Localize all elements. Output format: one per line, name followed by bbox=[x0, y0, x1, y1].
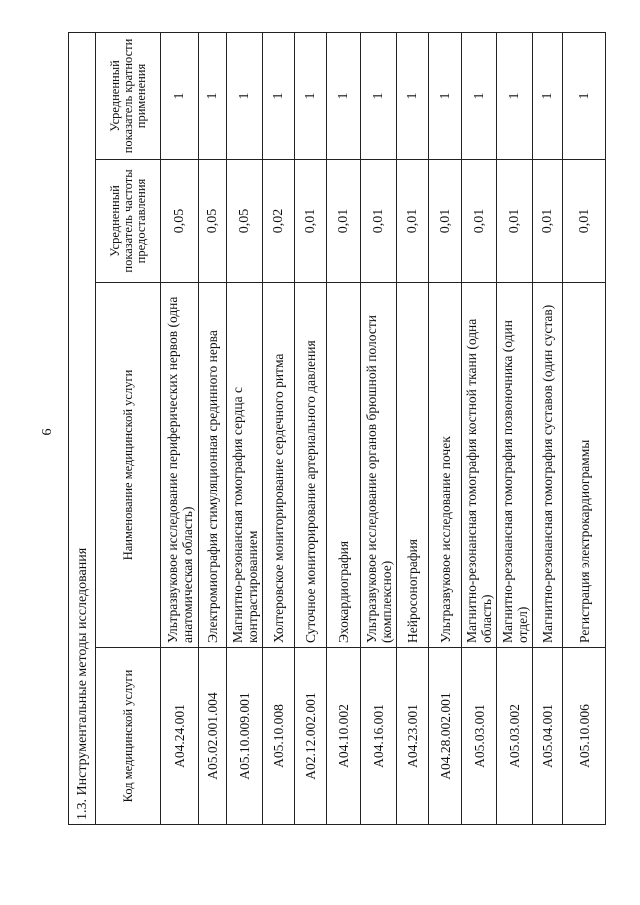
cell-name: Ультразвуковое исследование почек bbox=[428, 282, 462, 648]
cell-code: A02.12.002.001 bbox=[294, 647, 327, 825]
page-number: 6 bbox=[40, 428, 55, 436]
cell-frequency: 0,01 bbox=[428, 159, 462, 283]
cell-code: A05.04.001 bbox=[532, 647, 563, 825]
cell-name: Магнитно-резонансная томография костной … bbox=[461, 282, 497, 648]
cell-frequency: 0,01 bbox=[562, 159, 606, 283]
cell-name: Магнитно-резонансная томография позвоноч… bbox=[496, 282, 533, 648]
table-row: A05.03.002 Магнитно-резонансная томографи… bbox=[496, 32, 533, 825]
cell-name: Электромиография стимуляционная срединно… bbox=[198, 282, 227, 648]
header-row: Код медицинской услуги Наименование меди… bbox=[95, 32, 161, 825]
table-row: A05.04.001 Магнитно-резонансная томографи… bbox=[532, 32, 563, 825]
cell-name: Магнитно-резонансная томография суставов… bbox=[532, 282, 563, 648]
cell-code: A04.28.002.001 bbox=[428, 647, 462, 825]
header-code: Код медицинской услуги bbox=[95, 647, 161, 825]
table-row: A05.10.008 Холтеровское мониторирование с… bbox=[262, 32, 295, 825]
cell-multiplicity: 1 bbox=[360, 32, 397, 160]
cell-frequency: 0,01 bbox=[532, 159, 563, 283]
cell-name: Нейросонография bbox=[396, 282, 429, 648]
header-multiplicity: Усредненный показатель кратности примене… bbox=[95, 32, 161, 160]
cell-code: A05.10.008 bbox=[262, 647, 295, 825]
cell-code: A05.10.006 bbox=[562, 647, 606, 825]
cell-frequency: 0,05 bbox=[160, 159, 199, 283]
cell-multiplicity: 1 bbox=[428, 32, 462, 160]
section-title: 1.3. Инструментальные методы исследовани… bbox=[68, 32, 96, 825]
section-title-row: 1.3. Инструментальные методы исследовани… bbox=[68, 32, 96, 825]
cell-frequency: 0,01 bbox=[294, 159, 327, 283]
cell-frequency: 0,05 bbox=[226, 159, 263, 283]
cell-name: Магнитно-резонансная томография сердца с… bbox=[226, 282, 263, 648]
cell-frequency: 0,01 bbox=[360, 159, 397, 283]
cell-code: A04.16.001 bbox=[360, 647, 397, 825]
table-row: A04.24.001 Ультразвуковое исследование пе… bbox=[160, 32, 199, 825]
cell-code: A05.02.001.004 bbox=[198, 647, 227, 825]
table-row: A02.12.002.001 Суточное мониторирование а… bbox=[294, 32, 327, 825]
rotated-page-content: 1.3. Инструментальные методы исследовани… bbox=[68, 32, 608, 825]
cell-frequency: 0,01 bbox=[326, 159, 361, 283]
table-row: A04.28.002.001 Ультразвуковое исследовани… bbox=[428, 32, 462, 825]
cell-code: A05.10.009.001 bbox=[226, 647, 263, 825]
cell-multiplicity: 1 bbox=[198, 32, 227, 160]
cell-frequency: 0,02 bbox=[262, 159, 295, 283]
table-row: A05.02.001.004 Электромиография стимуляци… bbox=[198, 32, 227, 825]
cell-multiplicity: 1 bbox=[326, 32, 361, 160]
cell-name: Ультразвуковое исследование органов брюш… bbox=[360, 282, 397, 648]
table-row: A05.03.001 Магнитно-резонансная томографи… bbox=[461, 32, 497, 825]
table-row: A05.10.009.001 Магнитно-резонансная томог… bbox=[226, 32, 263, 825]
cell-code: A05.03.001 bbox=[461, 647, 497, 825]
cell-name: Холтеровское мониторирование сердечного … bbox=[262, 282, 295, 648]
cell-code: A04.23.001 bbox=[396, 647, 429, 825]
cell-name: Ультразвуковое исследование периферическ… bbox=[160, 282, 199, 648]
cell-code: A04.10.002 bbox=[326, 647, 361, 825]
cell-code: A05.03.002 bbox=[496, 647, 533, 825]
cell-multiplicity: 1 bbox=[532, 32, 563, 160]
table-row: A04.16.001 Ультразвуковое исследование ор… bbox=[360, 32, 397, 825]
cell-multiplicity: 1 bbox=[262, 32, 295, 160]
cell-multiplicity: 1 bbox=[294, 32, 327, 160]
cell-multiplicity: 1 bbox=[160, 32, 199, 160]
cell-multiplicity: 1 bbox=[496, 32, 533, 160]
cell-multiplicity: 1 bbox=[226, 32, 263, 160]
cell-name: Эхокардиография bbox=[326, 282, 361, 648]
table-row: A04.23.001 Нейросонография 0,01 1 bbox=[396, 32, 429, 825]
cell-multiplicity: 1 bbox=[562, 32, 606, 160]
header-frequency: Усредненный показатель частоты предостав… bbox=[95, 159, 161, 283]
cell-multiplicity: 1 bbox=[461, 32, 497, 160]
cell-name: Суточное мониторирование артериального д… bbox=[294, 282, 327, 648]
cell-multiplicity: 1 bbox=[396, 32, 429, 160]
table-row: A04.10.002 Эхокардиография 0,01 1 bbox=[326, 32, 361, 825]
cell-frequency: 0,05 bbox=[198, 159, 227, 283]
cell-code: A04.24.001 bbox=[160, 647, 199, 825]
cell-frequency: 0,01 bbox=[496, 159, 533, 283]
cell-frequency: 0,01 bbox=[396, 159, 429, 283]
table-row: A05.10.006 Регистрация электрокардиограмм… bbox=[562, 32, 606, 825]
services-table: 1.3. Инструментальные методы исследовани… bbox=[68, 32, 606, 825]
cell-frequency: 0,01 bbox=[461, 159, 497, 283]
header-name: Наименование медицинской услуги bbox=[95, 282, 161, 648]
cell-name: Регистрация электрокардиограммы bbox=[562, 282, 606, 648]
